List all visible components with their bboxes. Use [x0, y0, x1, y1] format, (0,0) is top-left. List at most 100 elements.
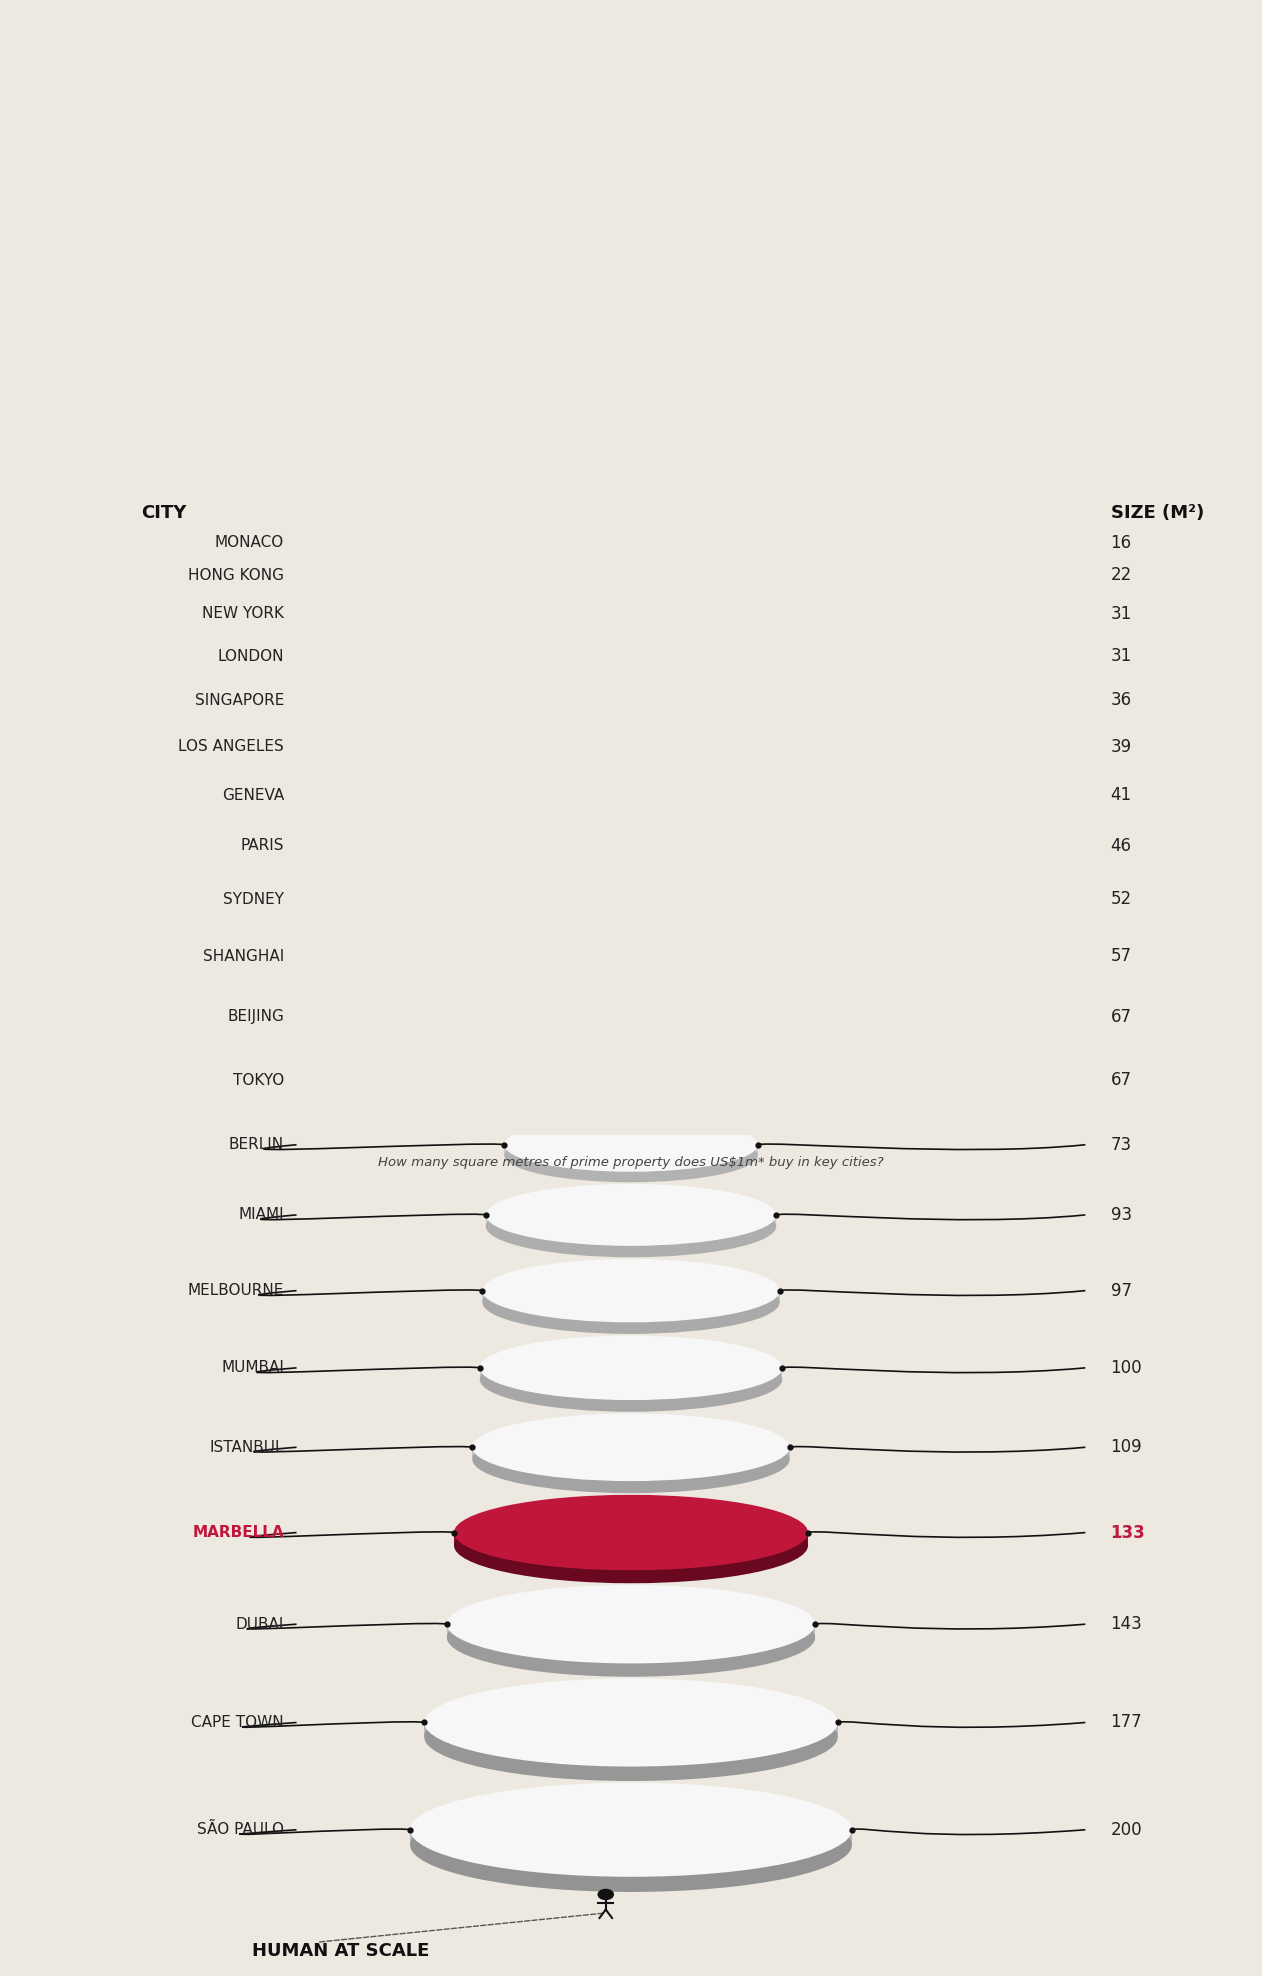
Text: 31: 31 — [1111, 605, 1132, 622]
PathPatch shape — [510, 1018, 752, 1028]
Ellipse shape — [569, 569, 693, 595]
Ellipse shape — [410, 1798, 852, 1891]
PathPatch shape — [480, 1367, 782, 1379]
Text: 93: 93 — [1111, 1205, 1132, 1223]
Text: BERLIN: BERLIN — [228, 1138, 284, 1152]
Text: SINGAPORE: SINGAPORE — [194, 692, 284, 707]
PathPatch shape — [424, 1723, 838, 1737]
Text: 177: 177 — [1111, 1713, 1142, 1731]
Ellipse shape — [505, 1118, 757, 1172]
Ellipse shape — [472, 1425, 790, 1494]
Text: How many square metres of prime property does US$1m* buy in key cities?: How many square metres of prime property… — [379, 1156, 883, 1170]
Ellipse shape — [526, 887, 736, 931]
Text: 67: 67 — [1111, 1071, 1132, 1089]
PathPatch shape — [534, 846, 728, 856]
Ellipse shape — [546, 682, 716, 717]
Ellipse shape — [424, 1693, 838, 1780]
Text: 100: 100 — [1111, 1359, 1142, 1377]
PathPatch shape — [569, 575, 693, 583]
PathPatch shape — [472, 1446, 790, 1460]
Ellipse shape — [454, 1494, 808, 1571]
Ellipse shape — [526, 877, 736, 921]
Text: 31: 31 — [1111, 646, 1132, 666]
Text: MELBOURNE: MELBOURNE — [188, 1282, 284, 1298]
Ellipse shape — [505, 1128, 757, 1182]
PathPatch shape — [521, 956, 741, 966]
Ellipse shape — [472, 1413, 790, 1482]
Text: SYDNEY: SYDNEY — [223, 891, 284, 907]
Text: LONDON: LONDON — [217, 648, 284, 664]
Text: 46: 46 — [1111, 836, 1132, 856]
Text: 22: 22 — [1111, 565, 1132, 585]
Ellipse shape — [554, 597, 708, 630]
Ellipse shape — [581, 532, 681, 553]
Text: ISTANBUL: ISTANBUL — [209, 1441, 284, 1454]
Ellipse shape — [447, 1585, 815, 1664]
Ellipse shape — [510, 992, 752, 1043]
Ellipse shape — [510, 1002, 752, 1053]
PathPatch shape — [447, 1624, 815, 1638]
Ellipse shape — [486, 1195, 776, 1257]
PathPatch shape — [486, 1215, 776, 1227]
Ellipse shape — [554, 640, 708, 672]
Ellipse shape — [546, 690, 716, 727]
Text: 200: 200 — [1111, 1820, 1142, 1840]
Ellipse shape — [424, 1678, 838, 1767]
Ellipse shape — [521, 943, 741, 990]
Text: 73: 73 — [1111, 1136, 1132, 1154]
Ellipse shape — [486, 1184, 776, 1245]
Text: HONG KONG: HONG KONG — [188, 567, 284, 583]
Ellipse shape — [454, 1508, 808, 1583]
PathPatch shape — [554, 615, 708, 622]
Ellipse shape — [543, 727, 719, 765]
Text: 39: 39 — [1111, 737, 1132, 755]
Ellipse shape — [510, 1065, 752, 1116]
Ellipse shape — [521, 933, 741, 980]
PathPatch shape — [454, 1533, 808, 1545]
Text: 41: 41 — [1111, 786, 1132, 804]
Text: 133: 133 — [1111, 1523, 1146, 1541]
Ellipse shape — [482, 1259, 780, 1322]
PathPatch shape — [410, 1830, 852, 1846]
Text: NEW YORK: NEW YORK — [202, 607, 284, 620]
PathPatch shape — [526, 899, 736, 909]
Ellipse shape — [554, 648, 708, 680]
Ellipse shape — [410, 1782, 852, 1877]
Ellipse shape — [480, 1348, 782, 1411]
Ellipse shape — [581, 539, 681, 559]
Ellipse shape — [543, 737, 719, 775]
Text: BEIJING: BEIJING — [227, 1010, 284, 1024]
Text: LOS ANGELES: LOS ANGELES — [178, 739, 284, 755]
Text: SIZE (M²): SIZE (M²) — [1111, 504, 1204, 522]
Ellipse shape — [534, 826, 728, 865]
Ellipse shape — [447, 1599, 815, 1678]
Text: MONACO: MONACO — [215, 535, 284, 549]
Text: 109: 109 — [1111, 1439, 1142, 1456]
PathPatch shape — [482, 1290, 780, 1302]
Circle shape — [598, 1889, 613, 1899]
PathPatch shape — [505, 1144, 757, 1156]
Text: 143: 143 — [1111, 1614, 1142, 1634]
Text: PARIS: PARIS — [241, 838, 284, 854]
Text: MARBELLA: MARBELLA — [192, 1525, 284, 1539]
Text: 36: 36 — [1111, 692, 1132, 709]
PathPatch shape — [581, 543, 681, 549]
PathPatch shape — [554, 656, 708, 664]
Ellipse shape — [569, 561, 693, 589]
Ellipse shape — [554, 605, 708, 638]
Text: 16: 16 — [1111, 534, 1132, 551]
Text: GENEVA: GENEVA — [222, 788, 284, 802]
Text: DUBAI: DUBAI — [236, 1616, 284, 1632]
Text: TOKYO: TOKYO — [232, 1073, 284, 1087]
Text: CITY: CITY — [141, 504, 187, 522]
Ellipse shape — [482, 1271, 780, 1334]
Ellipse shape — [540, 777, 722, 814]
Text: 57: 57 — [1111, 947, 1132, 964]
Text: 67: 67 — [1111, 1008, 1132, 1026]
Ellipse shape — [480, 1336, 782, 1401]
Text: SÃO PAULO: SÃO PAULO — [197, 1822, 284, 1838]
Text: MUMBAI: MUMBAI — [221, 1359, 284, 1375]
Ellipse shape — [534, 834, 728, 875]
Text: 97: 97 — [1111, 1282, 1132, 1300]
PathPatch shape — [510, 1081, 752, 1091]
